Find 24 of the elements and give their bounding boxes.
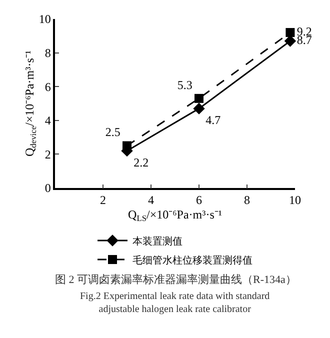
caption: 图 2 可调卤素漏率标准器漏率测量曲线（R-134a） [55, 273, 296, 286]
y-tick-label: 0 [44, 181, 51, 196]
y-tick-label: 4 [44, 114, 51, 128]
point [122, 141, 132, 150]
legend-label: 毛细管水柱位移装置测得值 [132, 254, 252, 266]
x-tick-label: 4 [148, 193, 154, 208]
x-axis-title: Q$_{LS}$/×10⁻⁶Pa·m³·s⁻¹ [128, 208, 222, 224]
point [193, 102, 205, 114]
data-label: 2.5 [105, 125, 120, 140]
caption: Fig.2 Experimental leak rate data with standard adjustable halogen leak rate calibrator [80, 291, 270, 315]
y-tick-label: 2 [44, 147, 51, 162]
data-label: 2.2 [134, 155, 149, 170]
data-label: 4.7 [206, 113, 221, 128]
legend-label: 本装置测值 [132, 235, 182, 248]
x-tick-label: 6 [196, 193, 202, 208]
y-tick-label: 10 [38, 12, 51, 26]
data-label: 5.3 [177, 78, 192, 92]
y-tick-label: 8 [44, 46, 51, 60]
point [286, 28, 295, 38]
x-tick-label: 2 [100, 193, 106, 208]
y-tick-label: 6 [44, 80, 51, 94]
x-tick-label: 8 [244, 193, 250, 208]
x-tick-label: 10 [289, 193, 301, 208]
point [194, 94, 204, 103]
